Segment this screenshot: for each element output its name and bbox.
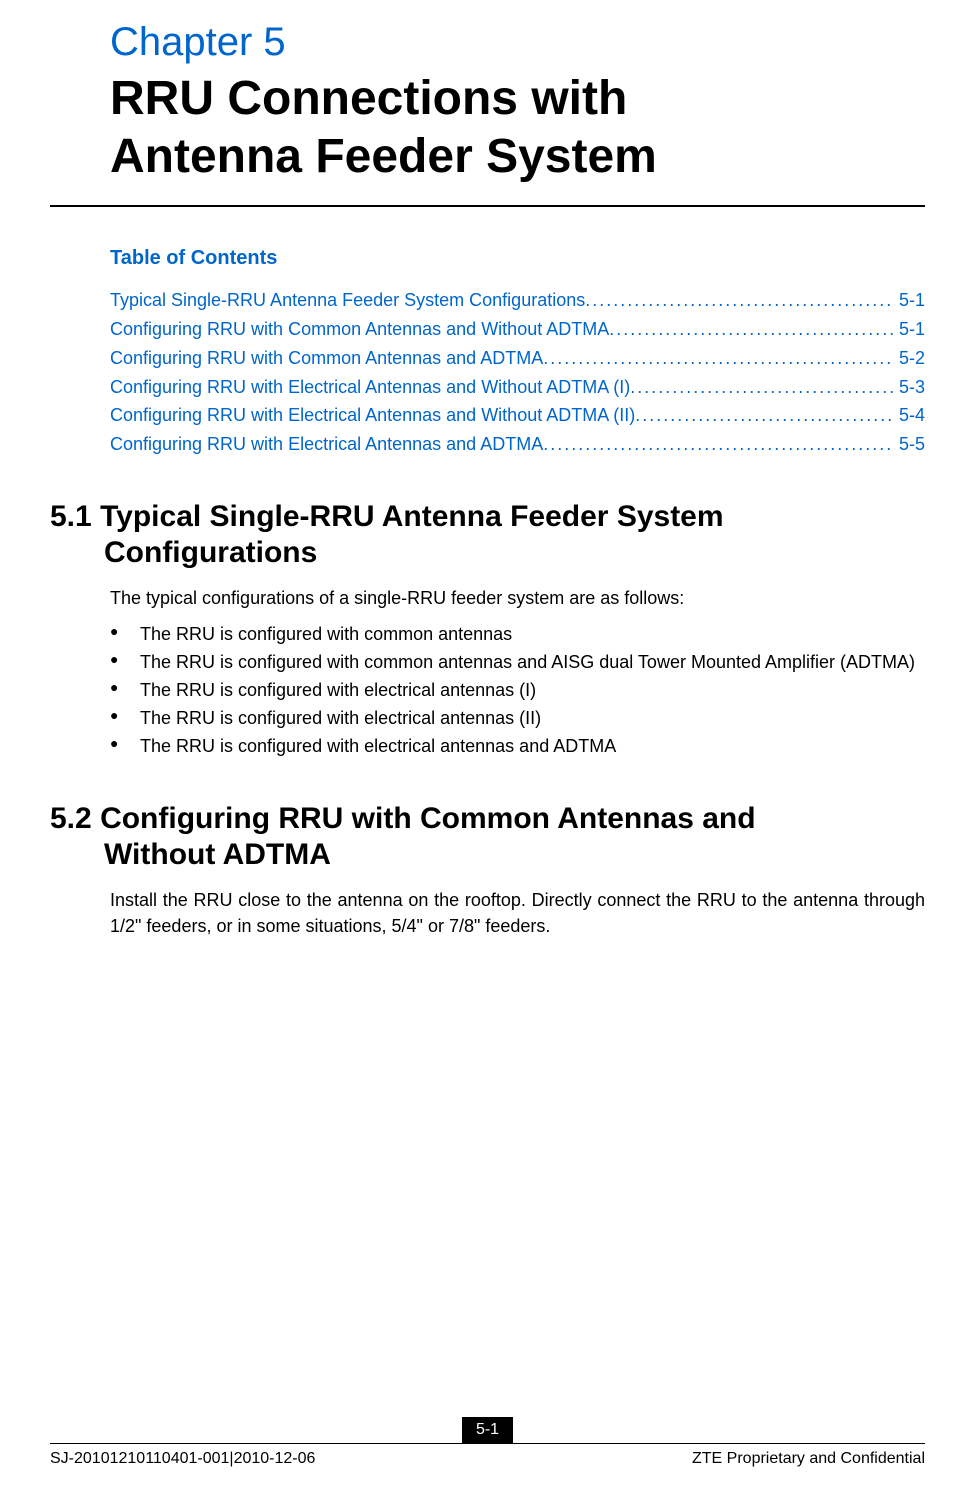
section-number: 5.2 xyxy=(50,801,92,837)
section-body: Install the RRU close to the antenna on … xyxy=(110,887,925,939)
section-intro: The typical configurations of a single-R… xyxy=(110,585,925,611)
footer-divider xyxy=(50,1443,925,1444)
toc-entry-page: 5-1 xyxy=(895,286,925,315)
toc-entry[interactable]: Typical Single-RRU Antenna Feeder System… xyxy=(110,286,925,315)
section-5-2: 5.2 Configuring RRU with Common Antennas… xyxy=(50,801,925,939)
section-title-line2: Without ADTMA xyxy=(104,837,925,873)
page-number-badge: 5-1 xyxy=(462,1417,513,1443)
footer-confidentiality: ZTE Proprietary and Confidential xyxy=(692,1450,925,1468)
chapter-title-line2: Antenna Feeder System xyxy=(110,130,657,183)
page: Chapter 5 RRU Connections with Antenna F… xyxy=(0,0,975,1488)
toc-leader-dots xyxy=(635,401,895,430)
section-heading: 5.2 Configuring RRU with Common Antennas… xyxy=(50,801,925,873)
list-item: The RRU is configured with common antenn… xyxy=(110,649,925,677)
toc-entry-page: 5-3 xyxy=(895,373,925,402)
footer-info-line: SJ-20101210110401-001|2010-12-06 ZTE Pro… xyxy=(50,1450,925,1468)
toc-entry-page: 5-1 xyxy=(895,315,925,344)
toc-entry[interactable]: Configuring RRU with Electrical Antennas… xyxy=(110,430,925,459)
toc-entry-page: 5-4 xyxy=(895,401,925,430)
toc-entry-title: Configuring RRU with Electrical Antennas… xyxy=(110,430,543,459)
section-title-line2: Configurations xyxy=(104,535,925,571)
list-item: The RRU is configured with electrical an… xyxy=(110,705,925,733)
chapter-label: Chapter 5 xyxy=(110,20,925,65)
chapter-title: RRU Connections with Antenna Feeder Syst… xyxy=(110,70,925,185)
list-item: The RRU is configured with electrical an… xyxy=(110,677,925,705)
toc-entry-title: Configuring RRU with Electrical Antennas… xyxy=(110,401,635,430)
section-title-line1: Typical Single-RRU Antenna Feeder System xyxy=(100,500,723,533)
section-title-line1: Configuring RRU with Common Antennas and xyxy=(100,802,756,835)
toc-leader-dots xyxy=(630,373,895,402)
section-number: 5.1 xyxy=(50,499,92,535)
toc-leader-dots xyxy=(609,315,895,344)
list-item: The RRU is configured with electrical an… xyxy=(110,733,925,761)
toc-leader-dots xyxy=(543,344,895,373)
toc-entry-page: 5-2 xyxy=(895,344,925,373)
toc-entry[interactable]: Configuring RRU with Electrical Antennas… xyxy=(110,401,925,430)
toc-heading: Table of Contents xyxy=(110,247,925,270)
section-5-1: 5.1 Typical Single-RRU Antenna Feeder Sy… xyxy=(50,499,925,761)
toc-entry[interactable]: Configuring RRU with Common Antennas and… xyxy=(110,315,925,344)
toc-entry-title: Configuring RRU with Common Antennas and… xyxy=(110,315,609,344)
section-heading: 5.1 Typical Single-RRU Antenna Feeder Sy… xyxy=(50,499,925,571)
toc-entry-title: Configuring RRU with Common Antennas and… xyxy=(110,344,543,373)
chapter-title-line1: RRU Connections with xyxy=(110,72,627,125)
bullet-list: The RRU is configured with common antenn… xyxy=(110,621,925,760)
toc-leader-dots xyxy=(543,430,895,459)
toc-entry[interactable]: Configuring RRU with Common Antennas and… xyxy=(110,344,925,373)
chapter-divider xyxy=(50,205,925,207)
toc-entry-title: Configuring RRU with Electrical Antennas… xyxy=(110,373,630,402)
toc-entry-page: 5-5 xyxy=(895,430,925,459)
list-item: The RRU is configured with common antenn… xyxy=(110,621,925,649)
table-of-contents: Table of Contents Typical Single-RRU Ant… xyxy=(110,247,925,459)
page-footer: 5-1 SJ-20101210110401-001|2010-12-06 ZTE… xyxy=(50,1417,925,1468)
toc-leader-dots xyxy=(585,286,895,315)
toc-entry[interactable]: Configuring RRU with Electrical Antennas… xyxy=(110,373,925,402)
toc-entry-title: Typical Single-RRU Antenna Feeder System… xyxy=(110,286,585,315)
footer-doc-id: SJ-20101210110401-001|2010-12-06 xyxy=(50,1450,315,1468)
